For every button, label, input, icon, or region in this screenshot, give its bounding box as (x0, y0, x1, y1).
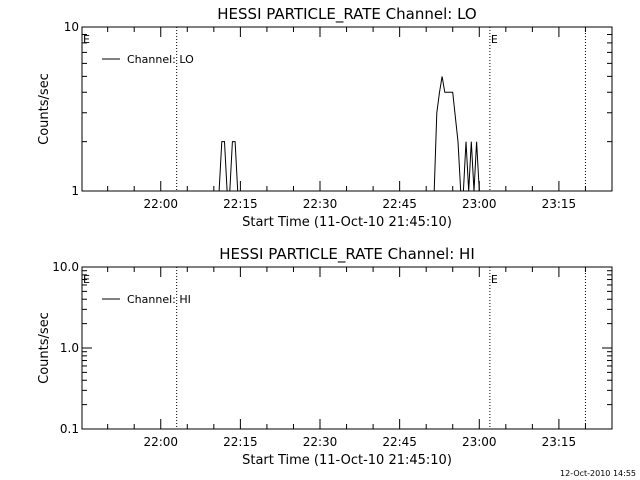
footer-timestamp: 12-Oct-2010 14:55 (560, 469, 636, 478)
event-marker-label: E (491, 33, 498, 46)
y-tick-label: 10 (64, 20, 79, 34)
plot-frame (81, 26, 613, 192)
legend-label: Channel: LO (127, 53, 194, 66)
x-tick-label: 23:15 (542, 197, 577, 211)
chart-title: HESSI PARTICLE_RATE Channel: HI (219, 245, 475, 264)
x-tick-label: 23:00 (462, 435, 497, 449)
event-marker-label: E (83, 273, 90, 286)
plot-frame (81, 266, 613, 430)
y-tick-label: 0.1 (60, 422, 79, 436)
series-line (82, 76, 612, 192)
x-tick-label: 22:30 (303, 197, 338, 211)
panel-lo: HESSI PARTICLE_RATE Channel: LO Counts/se… (37, 5, 613, 230)
x-tick-label: 22:30 (303, 435, 338, 449)
y-axis-title: Counts/sec (37, 312, 52, 384)
x-axis-title: Start Time (11-Oct-10 21:45:10) (242, 453, 452, 468)
x-tick-label: 22:15 (223, 435, 258, 449)
panel-hi: HESSI PARTICLE_RATE Channel: HI Counts/se… (37, 245, 613, 468)
event-marker-label: E (491, 273, 498, 286)
y-axis-title: Counts/sec (37, 73, 52, 145)
legend-label: Channel: HI (127, 293, 191, 306)
y-tick-label: 10.0 (52, 260, 79, 274)
x-tick-label: 22:00 (143, 197, 178, 211)
event-marker-label: E (83, 33, 90, 46)
x-tick-label: 22:00 (143, 435, 178, 449)
x-tick-label: 22:45 (382, 435, 417, 449)
chart-title: HESSI PARTICLE_RATE Channel: LO (217, 5, 476, 24)
y-tick-label: 1.0 (60, 341, 79, 355)
x-tick-label: 23:15 (542, 435, 577, 449)
x-tick-label: 23:00 (462, 197, 497, 211)
x-tick-label: 22:15 (223, 197, 258, 211)
x-axis-title: Start Time (11-Oct-10 21:45:10) (242, 215, 452, 230)
y-tick-label: 1 (71, 184, 79, 198)
x-tick-label: 22:45 (382, 197, 417, 211)
